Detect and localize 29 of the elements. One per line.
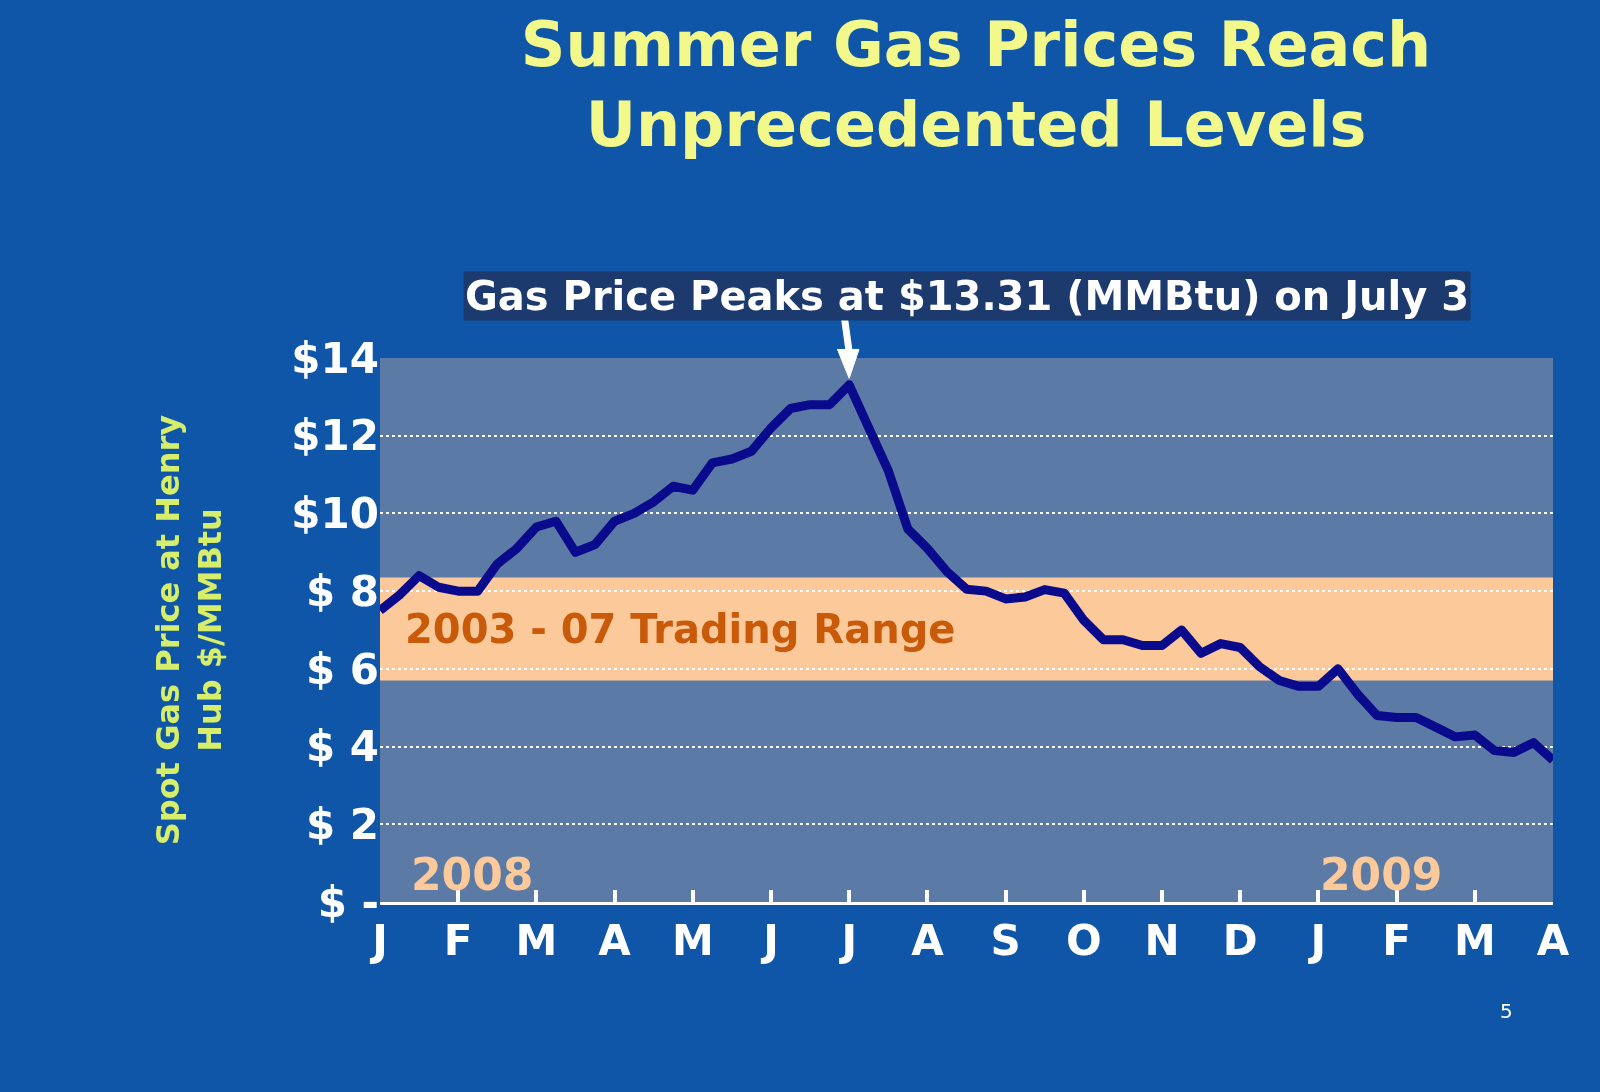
band-label: 2003 - 07 Trading Range [405, 606, 956, 652]
text: 5 [1500, 999, 1513, 1023]
x-tick-label: M [671, 916, 714, 966]
x-tick-label: D [1222, 916, 1258, 966]
y-tick-label: $12 [291, 411, 379, 461]
y-tick-label: $14 [291, 333, 379, 383]
x-tick-label: A [911, 916, 945, 966]
x-tick-label: F [443, 916, 473, 966]
x-tick-label: J [760, 916, 779, 966]
text: Gas Price Peaks at $13.31 (MMBtu) on July 3 [465, 273, 1470, 319]
x-tick-label: N [1144, 916, 1180, 966]
x-tick-label: S [990, 916, 1021, 966]
annotation: 2009 [1320, 849, 1443, 900]
x-tick-label: J [1307, 916, 1327, 966]
x-tick-label: F [1382, 916, 1411, 966]
x-tick-label: M [1453, 916, 1496, 966]
y-tick-label: $10 [291, 489, 379, 539]
chart-title: Summer Gas Prices Reach Unprecedented Levels [520, 7, 1432, 162]
y-tick-label: $ 8 [305, 566, 379, 616]
x-tick-label: A [598, 916, 632, 966]
y-tick-label: $ 4 [305, 722, 379, 772]
annotation: 2008 [411, 849, 534, 900]
x-tick-label: A [1536, 916, 1570, 966]
x-tick-label: J [838, 916, 858, 966]
x-tick-label: O [1065, 916, 1102, 966]
y-axis-title: Spot Gas Price at Henry Hub $/MMBtu [149, 414, 229, 846]
y-tick-label: $ 2 [305, 799, 379, 849]
y-tick-label: $ 6 [305, 644, 379, 694]
x-tick-label: M [515, 916, 558, 966]
